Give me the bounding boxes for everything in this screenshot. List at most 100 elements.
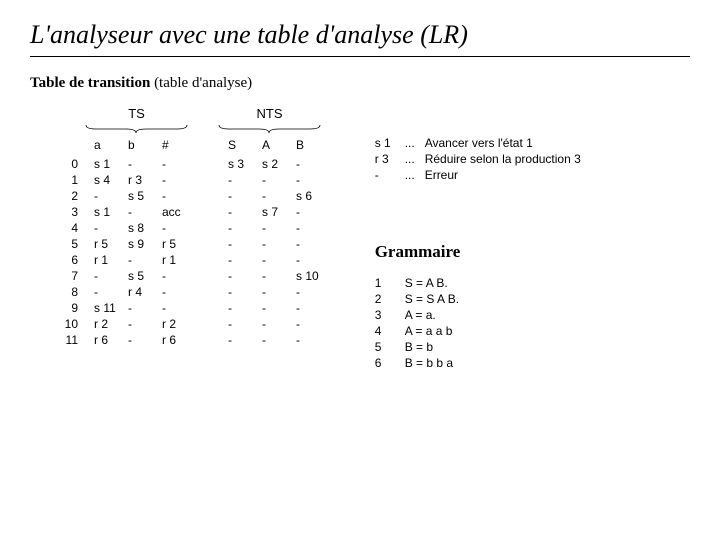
grammar-num: 2 xyxy=(375,292,405,306)
table-row: 0s 1--s 3s 2- xyxy=(50,156,325,172)
table-cell: s 11 xyxy=(88,300,122,316)
grammar-rule: B = b b a xyxy=(405,356,453,370)
grammar-rule: S = S A B. xyxy=(405,292,459,306)
table-cell: r 1 xyxy=(88,252,122,268)
table-cell xyxy=(190,156,222,172)
grammar-title: Grammaire xyxy=(375,242,581,262)
table-cell: r 2 xyxy=(156,316,190,332)
table-cell: r 5 xyxy=(156,236,190,252)
table-cell: - xyxy=(122,300,156,316)
legend-key: s 1 xyxy=(375,136,405,150)
table-cell: - xyxy=(256,220,290,236)
table-cell: - xyxy=(222,188,256,204)
table-cell: - xyxy=(156,300,190,316)
table-cell: 6 xyxy=(50,252,88,268)
table-cell: - xyxy=(122,156,156,172)
table-cell: - xyxy=(222,332,256,348)
table-cell: - xyxy=(222,204,256,220)
table-cell: - xyxy=(256,188,290,204)
table-row: 11r 6-r 6--- xyxy=(50,332,325,348)
group-headers: TS NTS xyxy=(84,106,325,123)
table-row: 3s 1-acc-s 7- xyxy=(50,204,325,220)
table-cell: r 1 xyxy=(156,252,190,268)
table-cell: s 2 xyxy=(256,156,290,172)
table-cell: 7 xyxy=(50,268,88,284)
legend: s 1...Avancer vers l'état 1 r 3...Réduire… xyxy=(375,136,581,182)
table-cell: 2 xyxy=(50,188,88,204)
subtitle-rest: (table d'analyse) xyxy=(150,75,252,91)
table-cell: - xyxy=(290,284,325,300)
table-cell: s 10 xyxy=(290,268,325,284)
legend-desc: Erreur xyxy=(425,168,458,182)
table-cell: r 2 xyxy=(88,316,122,332)
table-cell: - xyxy=(156,172,190,188)
grammar-rule: A = a a b xyxy=(405,324,453,338)
grammar-num: 5 xyxy=(375,340,405,354)
legend-row: r 3...Réduire selon la production 3 xyxy=(375,152,581,166)
table-cell: - xyxy=(290,204,325,220)
table-row: 6r 1-r 1--- xyxy=(50,252,325,268)
table-cell: - xyxy=(222,236,256,252)
table-cell: s 5 xyxy=(122,268,156,284)
table-row: 4-s 8---- xyxy=(50,220,325,236)
parse-table-block: TS NTS ab#SAB 0s 1--s 3s 2-1s 4r 3----2-… xyxy=(50,106,325,348)
col-header xyxy=(190,137,222,156)
table-cell: - xyxy=(256,300,290,316)
table-cell: - xyxy=(122,204,156,220)
table-cell: - xyxy=(122,316,156,332)
table-cell: - xyxy=(88,220,122,236)
table-cell: - xyxy=(290,300,325,316)
table-row: 1s 4r 3---- xyxy=(50,172,325,188)
col-header: b xyxy=(122,137,156,156)
legend-row: -...Erreur xyxy=(375,168,581,182)
grammar-row: 3A = a. xyxy=(375,308,581,322)
table-row: 5r 5s 9r 5--- xyxy=(50,236,325,252)
col-header xyxy=(50,137,88,156)
legend-key: r 3 xyxy=(375,152,405,166)
table-cell: s 1 xyxy=(88,156,122,172)
table-row: 10r 2-r 2--- xyxy=(50,316,325,332)
table-cell: 0 xyxy=(50,156,88,172)
main-content: TS NTS ab#SAB 0s 1--s 3s 2-1s 4r 3----2-… xyxy=(30,106,690,372)
table-cell: r 4 xyxy=(122,284,156,300)
table-row: 2-s 5---s 6 xyxy=(50,188,325,204)
table-cell: - xyxy=(88,188,122,204)
table-cell: - xyxy=(290,220,325,236)
table-cell: r 6 xyxy=(88,332,122,348)
table-cell xyxy=(190,252,222,268)
table-cell: - xyxy=(222,284,256,300)
table-cell: - xyxy=(156,188,190,204)
table-row: 7-s 5---s 10 xyxy=(50,268,325,284)
table-cell xyxy=(190,204,222,220)
table-cell: - xyxy=(222,252,256,268)
subtitle: Table de transition (table d'analyse) xyxy=(30,75,690,92)
table-cell: s 1 xyxy=(88,204,122,220)
legend-row: s 1...Avancer vers l'état 1 xyxy=(375,136,581,150)
legend-desc: Réduire selon la production 3 xyxy=(425,152,581,166)
table-cell: - xyxy=(156,284,190,300)
table-cell: - xyxy=(156,156,190,172)
table-cell: - xyxy=(290,316,325,332)
table-row: 9s 11----- xyxy=(50,300,325,316)
legend-dots: ... xyxy=(405,152,425,166)
table-cell xyxy=(190,220,222,236)
table-cell: - xyxy=(290,332,325,348)
subtitle-bold: Table de transition xyxy=(30,75,150,91)
table-cell: - xyxy=(290,156,325,172)
table-cell: 3 xyxy=(50,204,88,220)
table-cell: s 4 xyxy=(88,172,122,188)
table-cell xyxy=(190,236,222,252)
table-cell: - xyxy=(290,252,325,268)
grammar-num: 3 xyxy=(375,308,405,322)
table-cell: - xyxy=(88,268,122,284)
parse-table: ab#SAB 0s 1--s 3s 2-1s 4r 3----2-s 5---s… xyxy=(50,137,325,348)
table-cell: - xyxy=(222,300,256,316)
ts-header: TS xyxy=(84,106,189,123)
table-cell: 11 xyxy=(50,332,88,348)
table-cell: - xyxy=(122,332,156,348)
grammar-row: 5B = b xyxy=(375,340,581,354)
table-cell xyxy=(190,172,222,188)
grammar-row: 4A = a a b xyxy=(375,324,581,338)
grammar-rule: S = A B. xyxy=(405,276,448,290)
table-cell xyxy=(190,300,222,316)
